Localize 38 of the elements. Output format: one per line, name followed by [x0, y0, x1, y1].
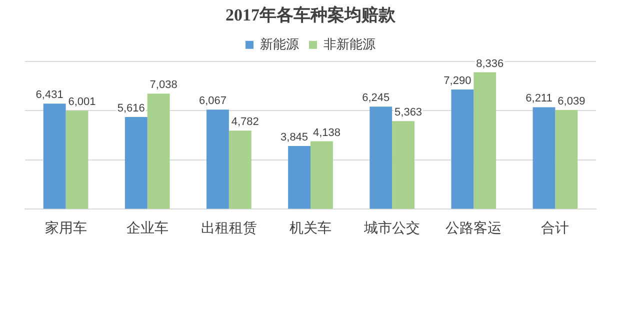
data-label: 6,211	[526, 92, 552, 105]
bar	[474, 72, 496, 209]
bar	[43, 104, 66, 209]
x-tick-label: 出租租赁	[200, 219, 257, 236]
chart-title: 2017年各车种案均赔款	[226, 4, 396, 25]
bar	[288, 146, 310, 209]
x-tick-label: 合计	[541, 219, 570, 236]
data-label: 4,782	[231, 116, 259, 128]
data-label: 3,845	[280, 132, 308, 144]
bar	[532, 107, 556, 209]
data-label: 7,038	[150, 79, 178, 92]
bar	[310, 141, 333, 209]
x-tick-label: 机关车	[290, 219, 332, 236]
x-tick-label: 企业车	[126, 219, 168, 236]
bar	[451, 89, 474, 209]
data-label: 6,001	[68, 96, 96, 108]
legend-label: 非新能源	[324, 36, 376, 52]
data-label: 5,363	[394, 106, 422, 119]
data-label: 4,138	[312, 126, 340, 139]
data-label: 7,290	[444, 75, 472, 88]
bar	[206, 110, 229, 209]
data-label: 6,245	[362, 92, 390, 104]
legend-label: 新能源	[260, 36, 299, 52]
bar	[370, 106, 392, 209]
bar	[228, 130, 252, 209]
bar	[392, 121, 415, 209]
data-label: 5,616	[117, 102, 145, 115]
x-tick-label: 公路客运	[446, 219, 502, 236]
data-label: 8,336	[476, 58, 504, 70]
bar	[66, 110, 88, 209]
bar	[124, 116, 148, 209]
x-tick-label: 家用车	[44, 219, 87, 236]
bar	[555, 110, 578, 209]
x-tick-label: 城市公交	[363, 219, 420, 236]
bar	[147, 94, 170, 209]
data-label: 6,039	[558, 96, 586, 108]
data-label: 6,431	[36, 89, 64, 102]
data-label: 6,067	[198, 95, 226, 108]
